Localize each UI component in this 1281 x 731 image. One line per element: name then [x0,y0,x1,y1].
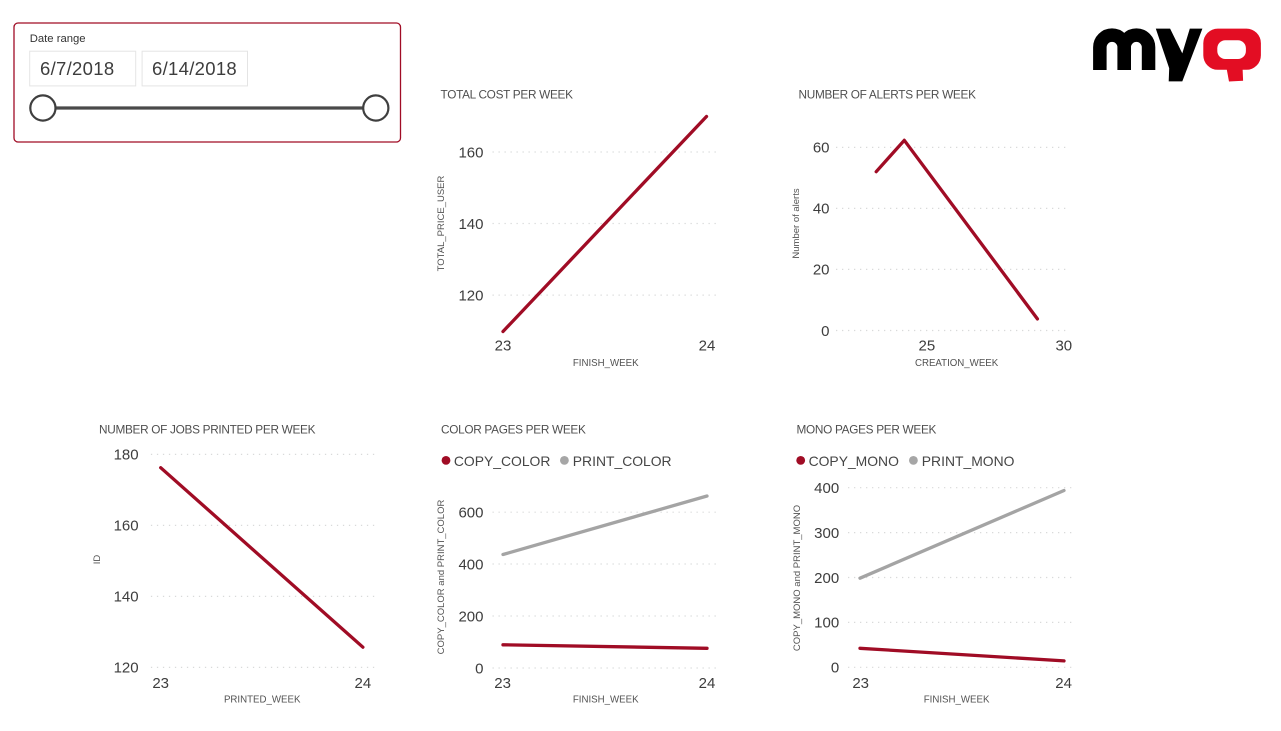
svg-text:400: 400 [814,480,839,497]
svg-text:140: 140 [458,216,483,233]
svg-text:0: 0 [475,660,483,677]
svg-text:Date range: Date range [30,33,86,45]
svg-text:PRINT_COLOR: PRINT_COLOR [573,453,672,469]
svg-text:60: 60 [813,140,830,157]
svg-text:200: 200 [814,570,839,587]
svg-text:COPY_COLOR and PRINT_COLOR: COPY_COLOR and PRINT_COLOR [436,500,447,655]
svg-text:COPY_MONO and PRINT_MONO: COPY_MONO and PRINT_MONO [792,505,803,651]
svg-text:20: 20 [813,262,830,279]
svg-text:FINISH_WEEK: FINISH_WEEK [573,695,639,706]
svg-text:120: 120 [114,660,139,677]
svg-text:24: 24 [699,675,716,692]
svg-text:COPY_MONO: COPY_MONO [809,453,899,469]
svg-text:140: 140 [114,589,139,606]
svg-text:40: 40 [813,201,830,218]
svg-text:160: 160 [458,144,483,161]
svg-text:300: 300 [814,525,839,542]
svg-text:23: 23 [852,675,869,692]
svg-text:COLOR PAGES PER WEEK: COLOR PAGES PER WEEK [441,423,586,437]
svg-text:120: 120 [458,287,483,304]
svg-text:160: 160 [114,518,139,535]
svg-text:PRINT_MONO: PRINT_MONO [922,453,1015,469]
svg-text:24: 24 [699,338,716,355]
svg-text:30: 30 [1055,338,1072,355]
svg-text:MONO PAGES PER WEEK: MONO PAGES PER WEEK [797,423,937,437]
svg-text:600: 600 [458,505,483,522]
svg-text:180: 180 [114,447,139,464]
svg-text:100: 100 [814,615,839,632]
svg-text:TOTAL_PRICE_USER: TOTAL_PRICE_USER [436,175,447,271]
svg-text:PRINTED_WEEK: PRINTED_WEEK [224,695,301,706]
svg-text:200: 200 [458,608,483,625]
svg-text:0: 0 [831,660,839,677]
svg-text:400: 400 [458,556,483,573]
svg-text:ID: ID [92,555,103,565]
svg-text:CREATION_WEEK: CREATION_WEEK [915,358,999,369]
svg-text:FINISH_WEEK: FINISH_WEEK [573,358,639,369]
svg-text:6/7/2018: 6/7/2018 [40,58,114,79]
svg-text:24: 24 [355,675,372,692]
svg-text:NUMBER OF JOBS PRINTED PER WEE: NUMBER OF JOBS PRINTED PER WEEK [99,423,316,437]
svg-text:FINISH_WEEK: FINISH_WEEK [924,695,990,706]
svg-text:23: 23 [152,675,169,692]
svg-text:25: 25 [919,338,936,355]
svg-text:24: 24 [1055,675,1072,692]
svg-text:23: 23 [494,675,511,692]
svg-text:NUMBER OF ALERTS PER WEEK: NUMBER OF ALERTS PER WEEK [799,88,977,102]
svg-text:0: 0 [821,323,829,340]
svg-text:23: 23 [495,338,512,355]
svg-text:Number of alerts: Number of alerts [791,188,802,258]
svg-text:COPY_COLOR: COPY_COLOR [454,453,551,469]
svg-text:6/14/2018: 6/14/2018 [152,58,237,79]
svg-text:TOTAL COST PER WEEK: TOTAL COST PER WEEK [441,88,574,102]
